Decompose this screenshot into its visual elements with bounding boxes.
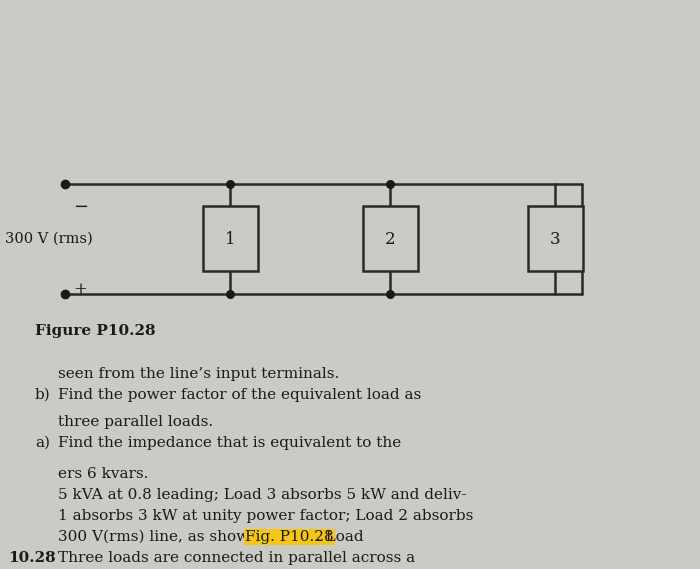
Text: 1: 1 [225, 230, 235, 248]
Text: +: + [73, 281, 87, 298]
Text: Three loads are connected in parallel across a: Three loads are connected in parallel ac… [58, 551, 415, 565]
Text: 1 absorbs 3 kW at unity power factor; Load 2 absorbs: 1 absorbs 3 kW at unity power factor; Lo… [58, 509, 473, 523]
Text: b): b) [35, 388, 50, 402]
Text: Find the impedance that is equivalent to the: Find the impedance that is equivalent to… [58, 436, 401, 450]
Text: 10.28: 10.28 [8, 551, 56, 565]
Text: −: − [73, 198, 88, 216]
Text: 300 V (rms): 300 V (rms) [5, 232, 92, 246]
Text: Fig. P10.28: Fig. P10.28 [245, 530, 334, 544]
Text: 5 kVA at 0.8 leading; Load 3 absorbs 5 kW and deliv-: 5 kVA at 0.8 leading; Load 3 absorbs 5 k… [58, 488, 466, 502]
Text: Figure P10.28: Figure P10.28 [35, 324, 155, 338]
Text: 300 V(rms) line, as shown in: 300 V(rms) line, as shown in [58, 530, 284, 544]
Text: seen from the line’s input terminals.: seen from the line’s input terminals. [58, 367, 340, 381]
Text: a): a) [35, 436, 50, 450]
Text: three parallel loads.: three parallel loads. [58, 415, 213, 429]
Bar [528, 206, 583, 271]
Text: . Load: . Load [316, 530, 363, 544]
Text: 2: 2 [385, 230, 396, 248]
Text: 3: 3 [550, 230, 560, 248]
Bar [363, 206, 418, 271]
Text: Find the power factor of the equivalent load as: Find the power factor of the equivalent … [58, 388, 421, 402]
Bar [203, 206, 258, 271]
Text: ers 6 kvars.: ers 6 kvars. [58, 467, 148, 481]
